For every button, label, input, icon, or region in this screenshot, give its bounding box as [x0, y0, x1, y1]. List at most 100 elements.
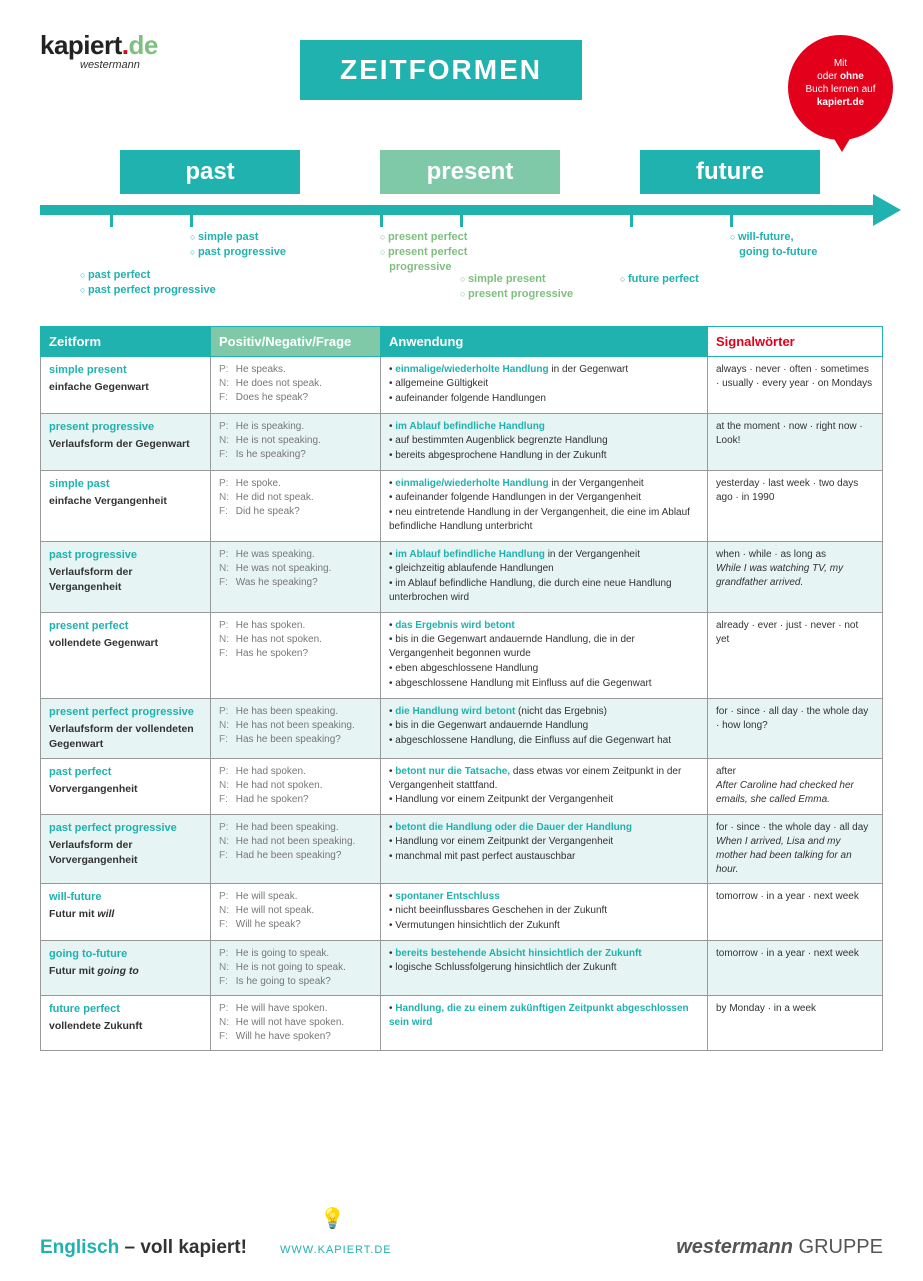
- usage-list: bis in die Gegenwart andauernde Handlung…: [389, 719, 699, 748]
- usage-item: logische Schlussfolgerung hinsichtlich d…: [389, 961, 699, 975]
- usage-head: • im Ablauf befindliche Handlung in der …: [389, 548, 699, 562]
- tl-pastperfect: past perfectpast perfect progressive: [80, 268, 216, 298]
- footer: Englisch – voll kapiert! WWW.KAPIERT.DE …: [40, 1236, 883, 1259]
- pnf-f: F: Had he spoken?: [219, 793, 372, 807]
- pnf-n: N: He is not going to speak.: [219, 961, 372, 975]
- pnf-p: P: He speaks.: [219, 363, 372, 377]
- tense-de: einfache Gegenwart: [49, 380, 202, 395]
- pnf-n: N: He is not speaking.: [219, 434, 372, 448]
- pnf-f: F: Was he speaking?: [219, 576, 372, 590]
- usage-head: • Handlung, die zu einem zukünftigen Zei…: [389, 1002, 699, 1030]
- pnf-f: F: Did he speak?: [219, 505, 372, 519]
- usage-list: gleichzeitig ablaufende Handlungenim Abl…: [389, 562, 699, 605]
- signal-words: yesterday · last week · two days ago · i…: [716, 477, 874, 505]
- table-row: present perfect progressive Verlaufsform …: [41, 699, 883, 759]
- table-row: past perfect progressive Verlaufsform der…: [41, 814, 883, 883]
- pnf-n: N: He had not spoken.: [219, 779, 372, 793]
- foot-teal: Englisch: [40, 1237, 119, 1258]
- tick: [110, 205, 113, 227]
- usage-item: Handlung vor einem Zeitpunkt der Vergang…: [389, 835, 699, 849]
- pnf-n: N: He was not speaking.: [219, 562, 372, 576]
- tab-past: past: [120, 150, 300, 194]
- footer-left: Englisch – voll kapiert! WWW.KAPIERT.DE: [40, 1237, 392, 1259]
- tense-name: past perfect progressive: [49, 821, 202, 836]
- signal-words: tomorrow · in a year · next week: [716, 890, 874, 904]
- th-anwendung: Anwendung: [381, 327, 708, 357]
- tense-name: simple present: [49, 363, 202, 378]
- signal-example: After Caroline had checked her emails, s…: [716, 779, 874, 807]
- tense-de: einfache Vergangenheit: [49, 494, 202, 509]
- pnf-f: F: Is he speaking?: [219, 448, 372, 462]
- tense-name: present perfect: [49, 619, 202, 634]
- tense-de: Verlaufsform der Gegenwart: [49, 437, 202, 452]
- foot-right-rest: GRUPPE: [793, 1236, 883, 1258]
- pnf-n: N: He has not been speaking.: [219, 719, 372, 733]
- tense-de: Verlaufsform der Vorvergangenheit: [49, 838, 202, 867]
- usage-list: auf bestimmten Augenblick begrenzte Hand…: [389, 434, 699, 463]
- pnf-p: P: He will have spoken.: [219, 1002, 372, 1016]
- pnf-p: P: He spoke.: [219, 477, 372, 491]
- tense-name: will-future: [49, 890, 202, 905]
- footer-url: WWW.KAPIERT.DE: [280, 1244, 392, 1256]
- usage-item: bereits abgesprochene Handlung in der Zu…: [389, 449, 699, 463]
- signal-example: When I arrived, Lisa and my mother had b…: [716, 835, 874, 877]
- tense-name: going to-future: [49, 947, 202, 962]
- pnf-p: P: He is speaking.: [219, 420, 372, 434]
- logo-de: de: [129, 30, 158, 60]
- usage-head: • betont die Handlung oder die Dauer der…: [389, 821, 699, 835]
- table-row: will-futureFutur mit willP: He will spea…: [41, 883, 883, 940]
- logo-dot: .: [122, 30, 129, 60]
- table-row: past progressiveVerlaufsform der Vergang…: [41, 542, 883, 613]
- pnf-p: P: He has spoken.: [219, 619, 372, 633]
- pnf-n: N: He did not speak.: [219, 491, 372, 505]
- usage-head: • das Ergebnis wird betont: [389, 619, 699, 633]
- signal-words: tomorrow · in a year · next week: [716, 947, 874, 961]
- bubble-l3: Buch lernen auf: [805, 84, 875, 95]
- usage-list: logische Schlussfolgerung hinsichtlich d…: [389, 961, 699, 975]
- tense-name: simple past: [49, 477, 202, 492]
- tense-name: past progressive: [49, 548, 202, 563]
- usage-item: im Ablauf befindliche Handlung, die durc…: [389, 577, 699, 605]
- pnf-f: F: Had he been speaking?: [219, 849, 372, 863]
- table-row: future perfectvollendete ZukunftP: He wi…: [41, 995, 883, 1050]
- tab-future: future: [640, 150, 820, 194]
- table-row: present progressiveVerlaufsform der Gege…: [41, 414, 883, 471]
- timeline: past present future past perfectpast per…: [40, 150, 883, 320]
- tick: [730, 205, 733, 227]
- tense-name: present perfect progressive: [49, 705, 202, 720]
- usage-item: eben abgeschlossene Handlung: [389, 662, 699, 676]
- signal-words: for · since · all day · the whole day · …: [716, 705, 874, 733]
- usage-list: allgemeine Gültigkeitaufeinander folgend…: [389, 377, 699, 406]
- pnf-n: N: He will not have spoken.: [219, 1016, 372, 1030]
- footer-right: westermann GRUPPE: [676, 1236, 883, 1259]
- tl-simplepast: simple pastpast progressive: [190, 230, 286, 260]
- signal-words: by Monday · in a week: [716, 1002, 874, 1016]
- pnf-p: P: He was speaking.: [219, 548, 372, 562]
- table-row: going to-futureFutur mit going toP: He i…: [41, 940, 883, 995]
- tense-de: Vorvergangenheit: [49, 782, 202, 797]
- pnf-f: F: Will he speak?: [219, 918, 372, 932]
- tab-present: present: [380, 150, 560, 194]
- signal-example: While I was watching TV, my grandfather …: [716, 562, 874, 590]
- usage-item: aufeinander folgende Handlungen in der V…: [389, 491, 699, 505]
- pnf-f: F: Has he spoken?: [219, 647, 372, 661]
- usage-item: abgeschlossene Handlung mit Einfluss auf…: [389, 677, 699, 691]
- tl-willfuture: will-future, going to-future: [730, 230, 817, 260]
- signal-words: at the moment · now · right now · Look!: [716, 420, 874, 448]
- usage-head: • spontaner Entschluss: [389, 890, 699, 904]
- tl-simplepresent: simple presentpresent progressive: [460, 272, 573, 302]
- pnf-n: N: He does not speak.: [219, 377, 372, 391]
- timeline-arrow-icon: [873, 194, 901, 226]
- tense-de: Verlaufsform der vollendeten Gegenwart: [49, 722, 202, 751]
- logo: kapiert.de westermann: [40, 30, 158, 71]
- tense-de: vollendete Gegenwart: [49, 636, 202, 651]
- pnf-p: P: He is going to speak.: [219, 947, 372, 961]
- bubble-l4: kapiert.de: [817, 97, 864, 108]
- usage-head: • die Handlung wird betont (nicht das Er…: [389, 705, 699, 719]
- usage-item: nicht beeinflussbares Geschehen in der Z…: [389, 904, 699, 918]
- tick: [190, 205, 193, 227]
- bubble-l1: Mit: [834, 58, 847, 69]
- logo-main: kapiert: [40, 30, 122, 60]
- usage-head: • im Ablauf befindliche Handlung: [389, 420, 699, 434]
- tense-de: Futur mit will: [49, 907, 202, 922]
